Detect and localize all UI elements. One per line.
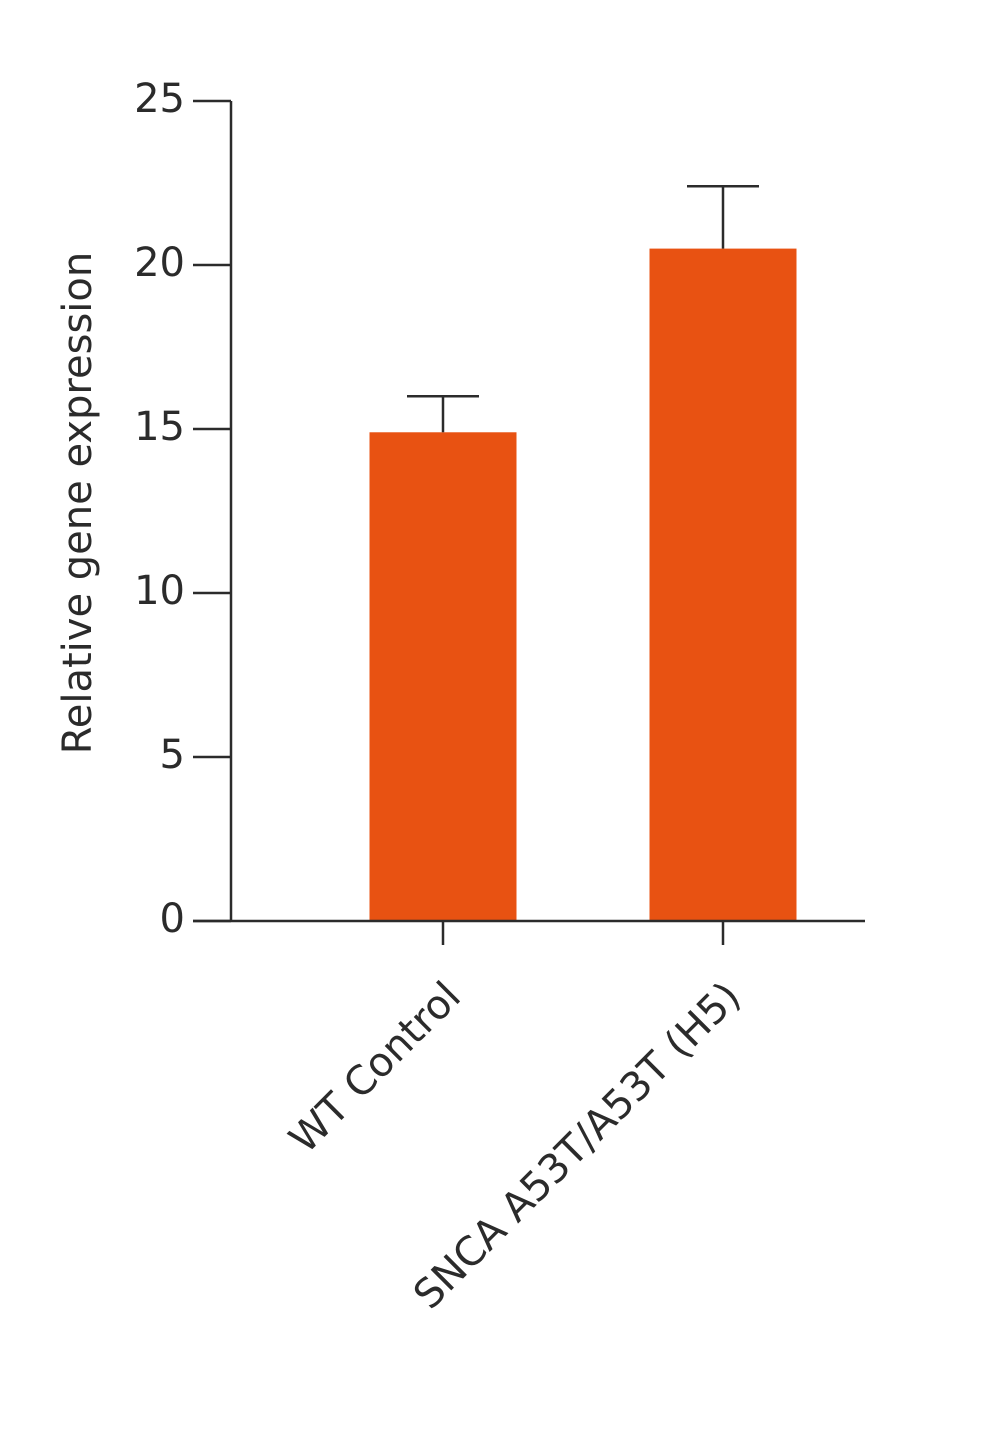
bar: [369, 432, 517, 921]
error-bar: [687, 185, 759, 249]
error-bar: [407, 394, 479, 433]
y-tick-label: 5: [160, 732, 185, 778]
x-tick-label: SNCA A53T/A53T (H5): [405, 973, 750, 1318]
x-tick-label: WT Control: [281, 973, 470, 1162]
bar: [649, 248, 797, 922]
y-tick-label: 10: [134, 568, 185, 614]
y-tick-label: 0: [160, 896, 185, 942]
y-tick-label: 20: [134, 240, 185, 286]
y-tick-label: 15: [134, 404, 185, 450]
y-axis-label: Relative gene expression: [55, 252, 101, 754]
y-tick-label: 25: [134, 76, 185, 122]
